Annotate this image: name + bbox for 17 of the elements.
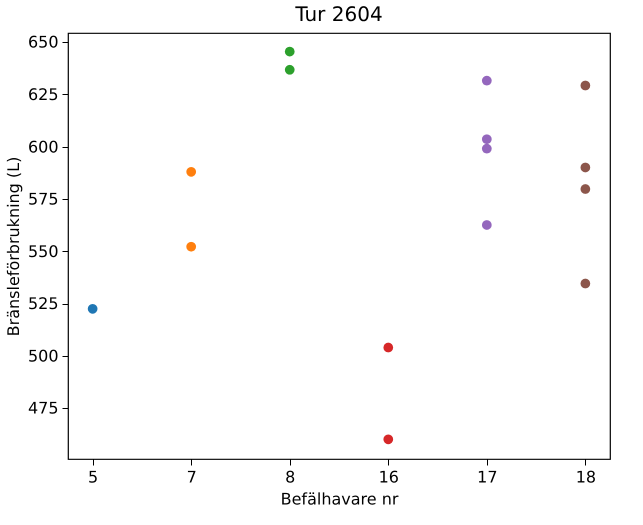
y-tick-label: 550 (28, 242, 58, 261)
chart-title: Tur 2604 (294, 2, 383, 26)
y-tick-label: 575 (28, 190, 58, 209)
x-tick-label: 5 (88, 468, 98, 486)
x-tick-label: 7 (186, 468, 197, 486)
x-axis-title: Befälhavare nr (280, 490, 399, 508)
y-tick-label: 650 (28, 32, 58, 52)
x-tick-label: 17 (477, 468, 498, 486)
y-axis-title: Bränsleförbrukning (L) (4, 156, 23, 336)
y-tick-label: 500 (28, 346, 58, 366)
x-tick-label: 18 (576, 468, 596, 486)
y-tick-label: 525 (28, 294, 58, 314)
y-tick-label: 600 (28, 137, 58, 156)
x-tick-label: 8 (285, 468, 296, 486)
y-tick-label: 475 (28, 398, 58, 418)
y-tick-label: 625 (28, 84, 58, 104)
x-tick-label: 16 (378, 468, 399, 486)
